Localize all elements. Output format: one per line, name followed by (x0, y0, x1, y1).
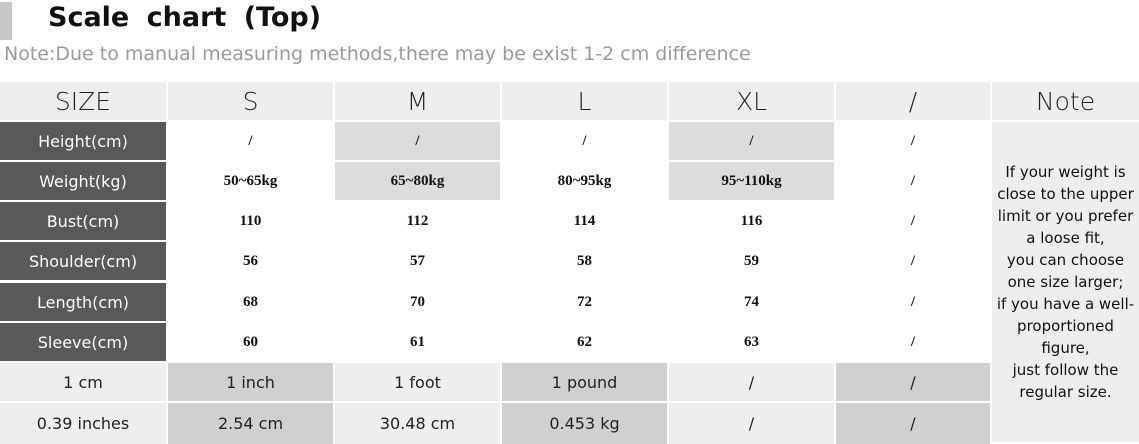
note-line: you can choose (1006, 251, 1125, 269)
size-value: 110 (168, 202, 333, 240)
conversion-value: 1 cm (0, 363, 166, 401)
column-header: S (168, 82, 333, 120)
size-value: 70 (335, 283, 500, 321)
column-header: M (335, 82, 500, 120)
conversion-value: 0.39 inches (0, 403, 166, 444)
note-line: just follow the (1012, 361, 1119, 379)
row-label: Sleeve(cm) (0, 323, 166, 361)
row-label: Height(cm) (0, 122, 166, 160)
size-value: 56 (168, 242, 333, 280)
size-value: 63 (669, 323, 834, 361)
conversion-value: 1 foot (335, 363, 500, 401)
size-value: 68 (168, 283, 333, 321)
conversion-value: / (836, 403, 990, 444)
title: Scale chart (Top) (48, 2, 322, 33)
size-value: 62 (502, 323, 667, 361)
size-value: / (335, 122, 500, 160)
size-value: / (836, 283, 990, 321)
size-value: / (836, 162, 990, 200)
row-label: Weight(kg) (0, 162, 166, 200)
size-value: 116 (669, 202, 834, 240)
size-value: 72 (502, 283, 667, 321)
note-line: figure, (1041, 339, 1090, 357)
size-value: / (836, 323, 990, 361)
note-line: proportioned (1017, 317, 1114, 335)
row-label: Length(cm) (0, 283, 166, 321)
conversion-value: / (836, 363, 990, 401)
size-value: / (836, 122, 990, 160)
size-value: 114 (502, 202, 667, 240)
conversion-value: 1 inch (168, 363, 333, 401)
note-line: If your weight is (1005, 163, 1126, 181)
column-header: Note (992, 82, 1139, 120)
conversion-value: 2.54 cm (168, 403, 333, 444)
row-label: Shoulder(cm) (0, 242, 166, 280)
conversion-value: / (669, 403, 834, 444)
size-value: 60 (168, 323, 333, 361)
size-value: 74 (669, 283, 834, 321)
conversion-value: / (669, 363, 834, 401)
note-cell: If your weight is close to the upper limit… (992, 122, 1139, 442)
size-value: 95~110kg (669, 162, 834, 200)
size-value: / (168, 122, 333, 160)
size-value: 50~65kg (168, 162, 333, 200)
size-value: / (836, 242, 990, 280)
note: Note:Due to manual measuring methods,the… (4, 43, 751, 65)
size-value: 112 (335, 202, 500, 240)
note-line: limit or you prefer (997, 207, 1134, 225)
size-value: 80~95kg (502, 162, 667, 200)
note-line: close to the upper (997, 185, 1134, 203)
title-bar (0, 2, 12, 40)
conversion-value: 1 pound (502, 363, 667, 401)
conversion-value: 30.48 cm (335, 403, 500, 444)
size-value: 59 (669, 242, 834, 280)
column-header: SIZE (0, 82, 166, 120)
column-header: XL (669, 82, 834, 120)
note-line: regular size. (1019, 383, 1112, 401)
column-header: L (502, 82, 667, 120)
size-value: 61 (335, 323, 500, 361)
size-value: 65~80kg (335, 162, 500, 200)
note-line: if you have a well- (996, 295, 1135, 313)
column-header: / (836, 82, 990, 120)
size-value: / (836, 202, 990, 240)
size-value: / (669, 122, 834, 160)
note-line: one size larger; (1007, 273, 1124, 291)
size-value: / (502, 122, 667, 160)
note-line: a loose fit, (1026, 229, 1105, 247)
row-label: Bust(cm) (0, 202, 166, 240)
size-value: 57 (335, 242, 500, 280)
conversion-value: 0.453 kg (502, 403, 667, 444)
size-value: 58 (502, 242, 667, 280)
